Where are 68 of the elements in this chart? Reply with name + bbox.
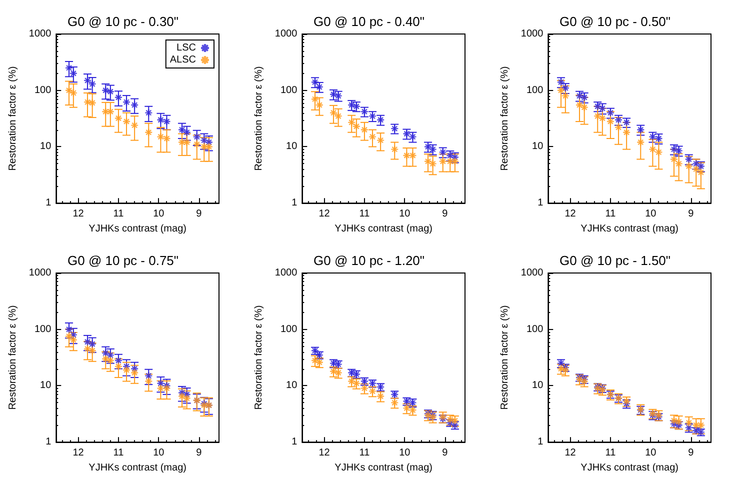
x-tick-label: 11 [359,448,370,459]
x-tick-label: 9 [688,208,694,220]
y-tick-label: 10 [532,141,544,152]
y-tick-label: 100 [526,324,544,335]
x-axis-title: YJHKs contrast (mag) [334,224,432,234]
y-tick-label: 1000 [274,268,298,278]
x-tick-label: 11 [113,448,124,459]
y-tick-label: 1000 [274,28,298,40]
y-axis-title: Restoration factor ε (%) [254,66,264,171]
x-tick-label: 12 [564,448,576,459]
x-tick-label: 11 [113,208,124,220]
legend-label: ALSC [170,54,196,66]
chart-title: G0 @ 10 pc - 0.50" [559,14,671,29]
x-axis-title: YJHKs contrast (mag) [580,462,678,474]
x-tick-label: 12 [318,208,330,220]
x-tick-label: 11 [605,208,616,220]
chart-title: G0 @ 10 pc - 0.40" [313,14,425,29]
x-tick-label: 11 [605,448,616,459]
x-axis-title: YJHKs contrast (mag) [88,462,186,474]
y-tick-label: 1000 [28,28,52,40]
x-tick-label: 9 [442,208,448,220]
y-axis-title: Restoration factor ε (%) [254,305,264,410]
x-tick-label: 11 [359,208,370,220]
x-tick-label: 9 [442,448,448,459]
y-tick-label: 100 [526,84,544,96]
x-tick-label: 12 [318,448,330,459]
x-tick-label: 9 [196,208,202,220]
y-tick-label: 1000 [520,268,544,278]
y-axis-title: Restoration factor ε (%) [500,305,510,410]
y-axis-title: Restoration factor ε (%) [8,305,18,410]
y-tick-label: 10 [40,380,52,392]
x-tick-label: 10 [399,448,411,459]
chart-title: G0 @ 10 pc - 0.75" [67,253,179,268]
x-tick-label: 9 [196,448,202,459]
x-tick-label: 12 [72,448,84,459]
y-axis-title: Restoration factor ε (%) [500,66,510,171]
y-tick-label: 10 [532,380,544,392]
x-axis-title: YJHKs contrast (mag) [334,462,432,474]
x-tick-label: 12 [564,208,576,220]
x-tick-label: 10 [645,448,657,459]
x-axis-title: YJHKs contrast (mag) [88,224,186,234]
x-tick-label: 10 [399,208,411,220]
x-tick-label: 10 [153,448,165,459]
chart-title: G0 @ 10 pc - 0.30" [67,14,179,29]
y-tick-label: 1 [292,198,298,209]
y-tick-label: 10 [286,380,298,392]
x-axis-title: YJHKs contrast (mag) [580,224,678,234]
y-tick-label: 1000 [28,268,52,278]
y-tick-label: 1 [46,198,52,209]
chart-title: G0 @ 10 pc - 1.20" [313,253,425,268]
y-tick-label: 10 [286,141,298,152]
x-tick-label: 10 [645,208,657,220]
y-tick-label: 100 [34,84,52,96]
y-tick-label: 1 [538,436,544,448]
y-tick-label: 10 [40,141,52,152]
y-tick-label: 100 [34,324,52,335]
y-tick-label: 1 [46,436,52,448]
chart-title: G0 @ 10 pc - 1.50" [559,253,671,268]
y-tick-label: 1000 [520,28,544,40]
x-tick-label: 9 [688,448,694,459]
y-tick-label: 100 [280,324,298,335]
y-axis-title: Restoration factor ε (%) [8,66,18,171]
y-tick-label: 100 [280,84,298,96]
legend-label: LSC [176,42,196,54]
x-tick-label: 10 [153,208,165,220]
x-tick-label: 12 [72,208,84,220]
y-tick-label: 1 [292,436,298,448]
y-tick-label: 1 [538,198,544,209]
